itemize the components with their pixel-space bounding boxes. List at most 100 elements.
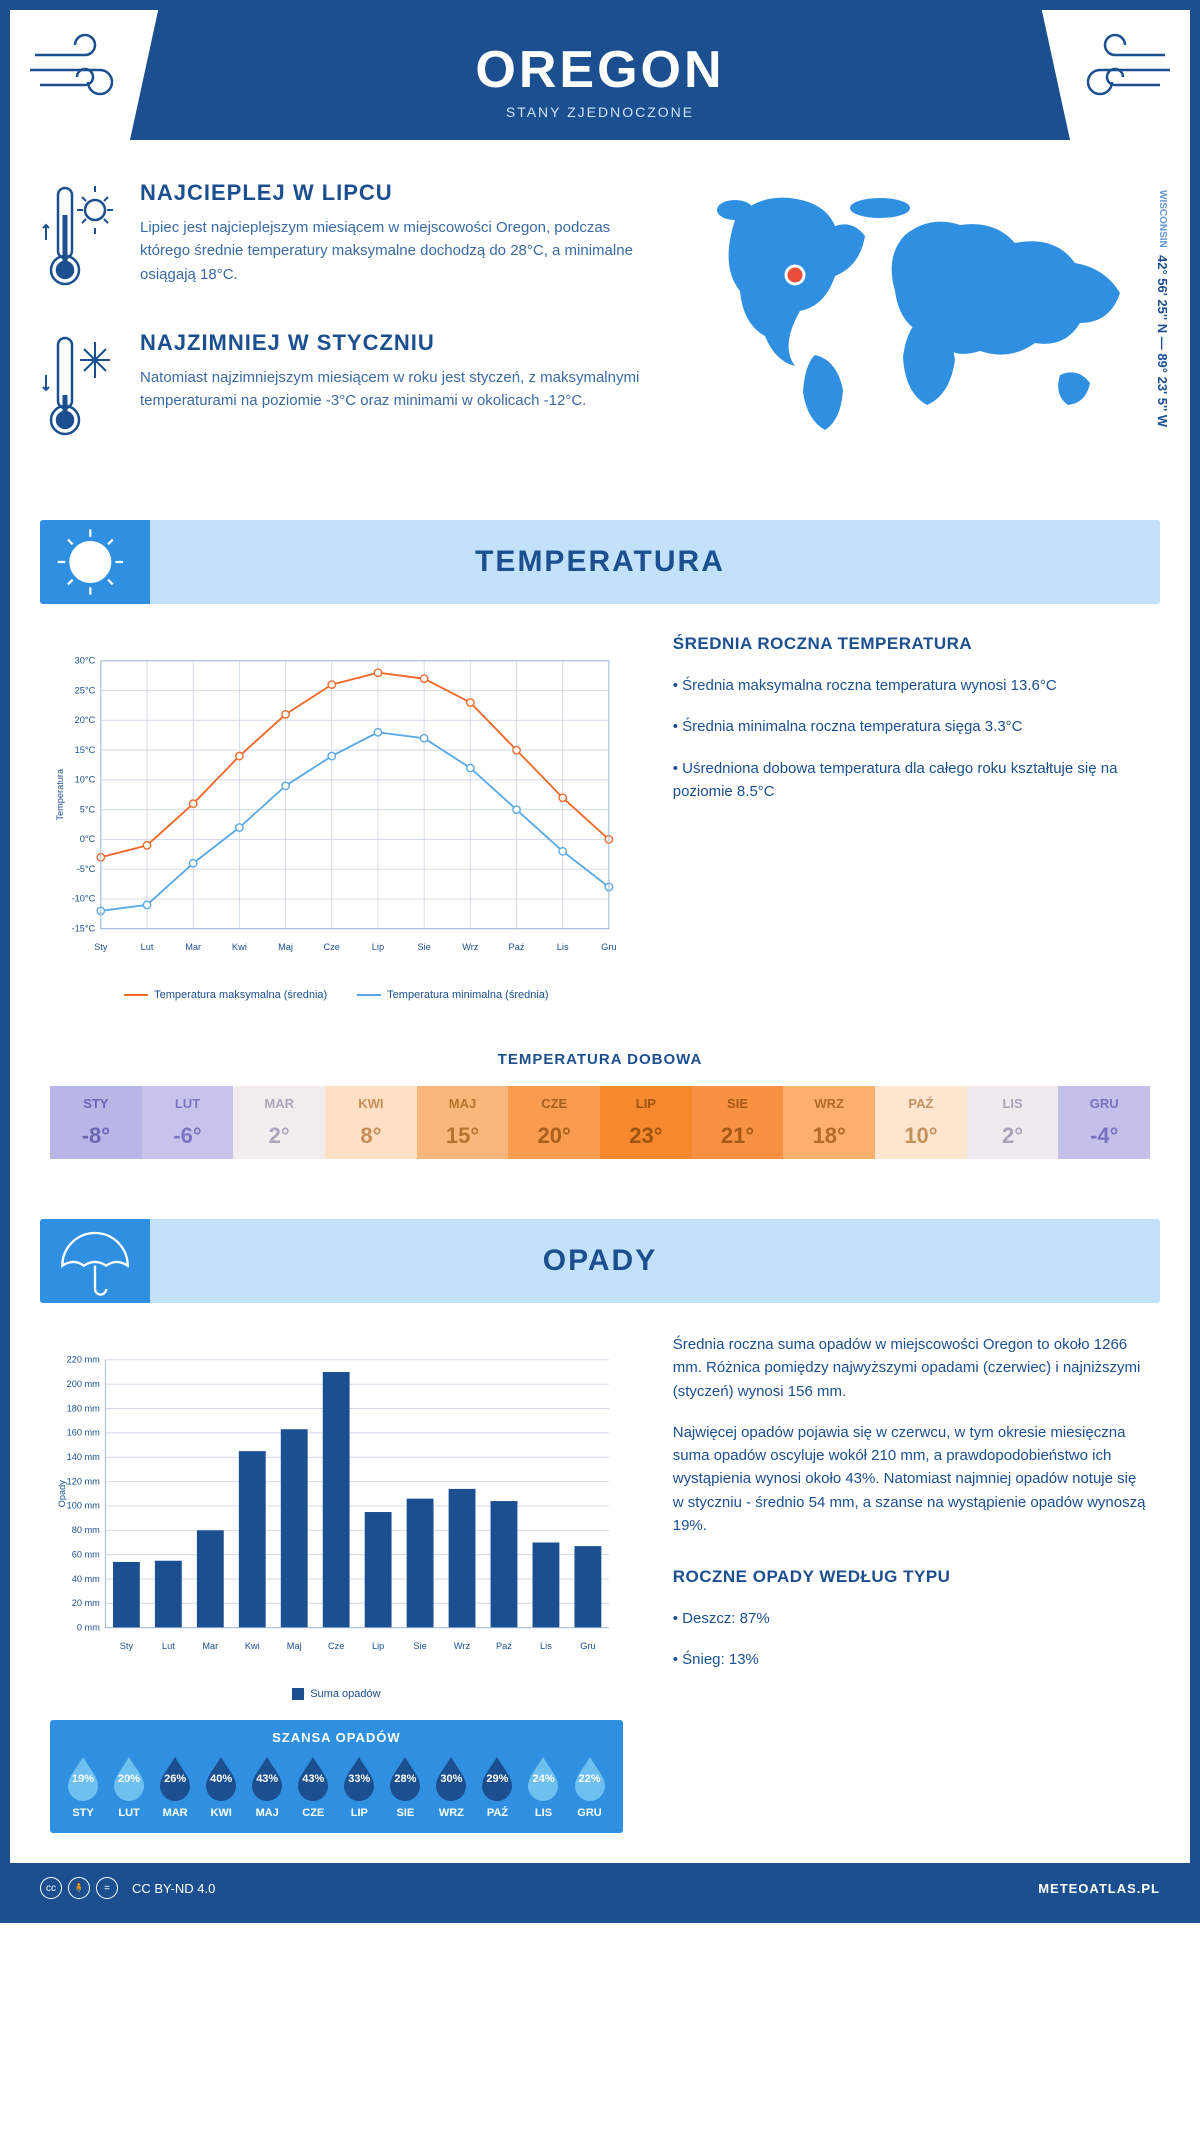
- drop-value: 24%: [532, 1773, 554, 1785]
- svg-text:Sie: Sie: [417, 942, 430, 952]
- drop-cell: 28% SIE: [386, 1755, 424, 1819]
- coordinates: WISCONSIN 42° 56' 25'' N — 89° 23' 5'' W: [1155, 190, 1170, 427]
- drop-cell: 26% MAR: [156, 1755, 194, 1819]
- cell-month: CZE: [508, 1096, 600, 1117]
- precip-text-column: Średnia roczna suma opadów w miejscowośc…: [673, 1333, 1150, 1833]
- daily-temp-cell: WRZ18°: [783, 1086, 875, 1159]
- precipitation-section-header: OPADY: [40, 1219, 1160, 1303]
- svg-text:Lut: Lut: [162, 1641, 175, 1651]
- cell-month: STY: [50, 1096, 142, 1117]
- svg-text:Paź: Paź: [496, 1641, 512, 1651]
- daily-temp-cell: LIP23°: [600, 1086, 692, 1159]
- cell-month: GRU: [1058, 1096, 1150, 1117]
- header-wrap: OREGON STANY ZJEDNOCZONE: [10, 10, 1190, 140]
- precipitation-bar-chart: 0 mm20 mm40 mm60 mm80 mm100 mm120 mm140 …: [50, 1333, 623, 1673]
- nd-icon: =: [96, 1877, 118, 1899]
- raindrop-icon: 43%: [294, 1755, 332, 1801]
- svg-text:Opady: Opady: [57, 1480, 67, 1508]
- svg-text:Mar: Mar: [185, 942, 201, 952]
- cell-month: LUT: [142, 1096, 234, 1117]
- drop-cell: 29% PAŹ: [478, 1755, 516, 1819]
- drop-month: MAR: [156, 1807, 194, 1819]
- svg-text:160 mm: 160 mm: [67, 1428, 101, 1438]
- svg-text:140 mm: 140 mm: [67, 1452, 101, 1462]
- svg-text:Lut: Lut: [141, 942, 154, 952]
- drops-row: 19% STY 20% LUT 26% MAR 40% KWI 43% MAJ: [50, 1755, 623, 1819]
- header-banner: OREGON STANY ZJEDNOCZONE: [130, 10, 1070, 140]
- temperature-title: TEMPERATURA: [70, 545, 1130, 579]
- precip-type-title: ROCZNE OPADY WEDŁUG TYPU: [673, 1567, 1150, 1587]
- svg-text:Sie: Sie: [413, 1641, 426, 1651]
- intro-text-column: NAJCIEPLEJ W LIPCU Lipiec jest najcieple…: [40, 180, 640, 480]
- raindrop-icon: 30%: [432, 1755, 470, 1801]
- drop-value: 43%: [302, 1773, 324, 1785]
- legend-swatch: [357, 994, 381, 996]
- coord-region: WISCONSIN: [1157, 190, 1168, 248]
- drop-cell: 33% LIP: [340, 1755, 378, 1819]
- precip-chart-legend: Suma opadów: [50, 1688, 623, 1700]
- thermometer-hot-icon: [40, 180, 120, 300]
- raindrop-icon: 19%: [64, 1755, 102, 1801]
- drop-month: GRU: [571, 1807, 609, 1819]
- svg-text:40 mm: 40 mm: [72, 1574, 100, 1584]
- svg-text:Kwi: Kwi: [245, 1641, 260, 1651]
- drop-month: CZE: [294, 1807, 332, 1819]
- world-map-wrap: WISCONSIN 42° 56' 25'' N — 89° 23' 5'' W: [680, 180, 1160, 480]
- svg-text:220 mm: 220 mm: [67, 1355, 101, 1365]
- drop-cell: 30% WRZ: [432, 1755, 470, 1819]
- world-map-icon: [680, 180, 1160, 440]
- daily-temp-cell: STY-8°: [50, 1086, 142, 1159]
- drop-cell: 24% LIS: [524, 1755, 562, 1819]
- drop-cell: 43% CZE: [294, 1755, 332, 1819]
- license-block: cc 🧍 = CC BY-ND 4.0: [40, 1877, 215, 1899]
- cell-value: 23°: [600, 1117, 692, 1149]
- license-text: CC BY-ND 4.0: [132, 1881, 215, 1896]
- intro-section: NAJCIEPLEJ W LIPCU Lipiec jest najcieple…: [10, 140, 1190, 500]
- temperature-line-chart: -15°C-10°C-5°C0°C5°C10°C15°C20°C25°C30°C…: [50, 634, 623, 974]
- precipitation-title: OPADY: [70, 1244, 1130, 1278]
- daily-temp-row: STY-8°LUT-6°MAR2°KWI8°MAJ15°CZE20°LIP23°…: [50, 1086, 1150, 1159]
- svg-text:0°C: 0°C: [80, 834, 96, 844]
- precip-paragraph: Najwięcej opadów pojawia się w czerwcu, …: [673, 1421, 1150, 1537]
- drop-cell: 19% STY: [64, 1755, 102, 1819]
- svg-text:80 mm: 80 mm: [72, 1525, 100, 1535]
- svg-text:20 mm: 20 mm: [72, 1598, 100, 1608]
- hot-text: Lipiec jest najcieplejszym miesiącem w m…: [140, 216, 640, 286]
- raindrop-icon: 22%: [571, 1755, 609, 1801]
- daily-temp-cell: LIS2°: [967, 1086, 1059, 1159]
- svg-text:10°C: 10°C: [75, 775, 96, 785]
- daily-temp-cell: KWI8°: [325, 1086, 417, 1159]
- legend-item: Suma opadów: [292, 1688, 380, 1700]
- svg-text:0 mm: 0 mm: [77, 1622, 100, 1632]
- legend-label: Suma opadów: [310, 1688, 380, 1700]
- precip-chance-title: SZANSA OPADÓW: [50, 1730, 623, 1745]
- cell-month: PAŹ: [875, 1096, 967, 1117]
- drop-month: WRZ: [432, 1807, 470, 1819]
- svg-text:Sty: Sty: [120, 1641, 134, 1651]
- legend-swatch: [292, 1688, 304, 1700]
- precip-chance-panel: SZANSA OPADÓW 19% STY 20% LUT 26% MAR 40…: [50, 1720, 623, 1833]
- svg-text:100 mm: 100 mm: [67, 1501, 101, 1511]
- cell-value: 21°: [692, 1117, 784, 1149]
- raindrop-icon: 20%: [110, 1755, 148, 1801]
- svg-text:Wrz: Wrz: [462, 942, 479, 952]
- raindrop-icon: 28%: [386, 1755, 424, 1801]
- hot-block: NAJCIEPLEJ W LIPCU Lipiec jest najcieple…: [40, 180, 640, 300]
- raindrop-icon: 24%: [524, 1755, 562, 1801]
- precip-chart-column: 0 mm20 mm40 mm60 mm80 mm100 mm120 mm140 …: [50, 1333, 623, 1833]
- precip-type-bullets: • Deszcz: 87%• Śnieg: 13%: [673, 1607, 1150, 1672]
- svg-text:Gru: Gru: [601, 942, 616, 952]
- temp-bullets: • Średnia maksymalna roczna temperatura …: [673, 674, 1150, 803]
- svg-text:Maj: Maj: [278, 942, 293, 952]
- daily-temp-cell: LUT-6°: [142, 1086, 234, 1159]
- drop-value: 20%: [118, 1773, 140, 1785]
- raindrop-icon: 26%: [156, 1755, 194, 1801]
- daily-temp-cell: MAJ15°: [417, 1086, 509, 1159]
- cell-value: -4°: [1058, 1117, 1150, 1149]
- cell-value: 2°: [967, 1117, 1059, 1149]
- drop-cell: 40% KWI: [202, 1755, 240, 1819]
- svg-text:Lis: Lis: [540, 1641, 552, 1651]
- cell-value: 20°: [508, 1117, 600, 1149]
- drop-value: 28%: [394, 1773, 416, 1785]
- svg-text:60 mm: 60 mm: [72, 1549, 100, 1559]
